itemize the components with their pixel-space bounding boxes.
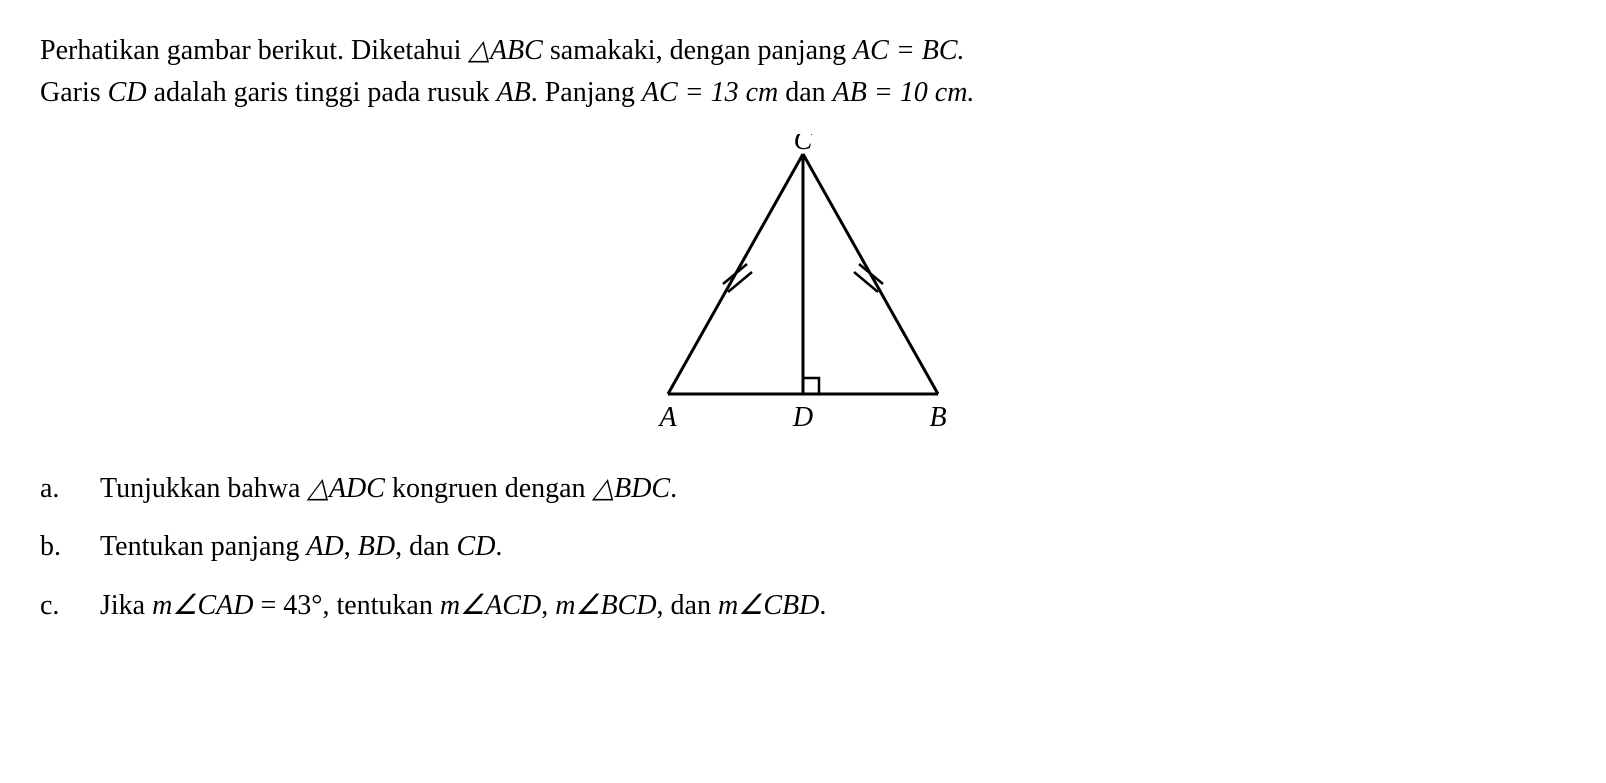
qa-text-2: kongruen dengan <box>385 473 593 504</box>
question-a: a. Tunjukkan bahwa △ADC kongruen dengan … <box>40 464 1566 514</box>
qc-m1: m <box>152 590 172 621</box>
questions-list: a. Tunjukkan bahwa △ADC kongruen dengan … <box>40 464 1566 631</box>
label-d: D <box>792 402 813 433</box>
label-a: A <box>657 402 677 433</box>
ab-text: AB <box>496 77 530 108</box>
intro-text-5: . Panjang <box>531 77 642 108</box>
marker-b: b. <box>40 522 100 572</box>
qb-text-2: . <box>495 531 502 562</box>
right-angle-marker <box>803 378 819 394</box>
qc-text-1: Jika <box>100 590 152 621</box>
angle-acd: ∠ACD <box>460 590 541 621</box>
triangle-adc: △ADC <box>307 473 385 504</box>
problem-intro: Perhatikan gambar berikut. Diketahui △AB… <box>40 30 1566 114</box>
content-b: Tentukan panjang AD, BD, dan CD. <box>100 522 1566 572</box>
cd-text: CD <box>108 77 147 108</box>
intro-text-4: adalah garis tinggi pada rusuk <box>147 77 497 108</box>
qc-m2: m <box>440 590 460 621</box>
triangle-abc: △ABC <box>468 35 542 66</box>
marker-a: a. <box>40 464 100 514</box>
content-a: Tunjukkan bahwa △ADC kongruen dengan △BD… <box>100 464 1566 514</box>
qb-cd: CD <box>457 531 496 562</box>
triangle-diagram: C A D B <box>40 134 1566 434</box>
ab-10: AB = 10 cm. <box>833 77 975 108</box>
intro-text-2: samakaki, dengan panjang <box>543 35 853 66</box>
qc-comma-1: , <box>541 590 555 621</box>
triangle-svg: C A D B <box>628 134 978 434</box>
triangle-bdc: △BDC <box>593 473 671 504</box>
label-c: C <box>794 134 813 156</box>
qa-text-3: . <box>670 473 677 504</box>
ac-eq-bc: AC = BC. <box>853 35 964 66</box>
qb-ad: AD <box>306 531 343 562</box>
qc-eq: = 43°, tentukan <box>253 590 439 621</box>
intro-text-3: Garis <box>40 77 108 108</box>
angle-cbd: ∠CBD <box>738 590 819 621</box>
question-b: b. Tentukan panjang AD, BD, dan CD. <box>40 522 1566 572</box>
qb-bd: BD <box>358 531 395 562</box>
qc-comma-2: , dan <box>657 590 718 621</box>
content-c: Jika m∠CAD = 43°, tentukan m∠ACD, m∠BCD,… <box>100 581 1566 631</box>
angle-cad: ∠CAD <box>172 590 253 621</box>
qa-text-1: Tunjukkan bahwa <box>100 473 307 504</box>
intro-text-1: Perhatikan gambar berikut. Diketahui <box>40 35 468 66</box>
qc-period: . <box>819 590 826 621</box>
qb-comma-1: , <box>344 531 358 562</box>
qc-m4: m <box>718 590 738 621</box>
qb-comma-2: , dan <box>395 531 456 562</box>
marker-c: c. <box>40 581 100 631</box>
angle-bcd: ∠BCD <box>575 590 656 621</box>
intro-text-6: dan <box>778 77 832 108</box>
ac-13: AC = 13 cm <box>642 77 778 108</box>
qb-text-1: Tentukan panjang <box>100 531 306 562</box>
qc-m3: m <box>555 590 575 621</box>
question-c: c. Jika m∠CAD = 43°, tentukan m∠ACD, m∠B… <box>40 581 1566 631</box>
label-b: B <box>929 402 946 433</box>
